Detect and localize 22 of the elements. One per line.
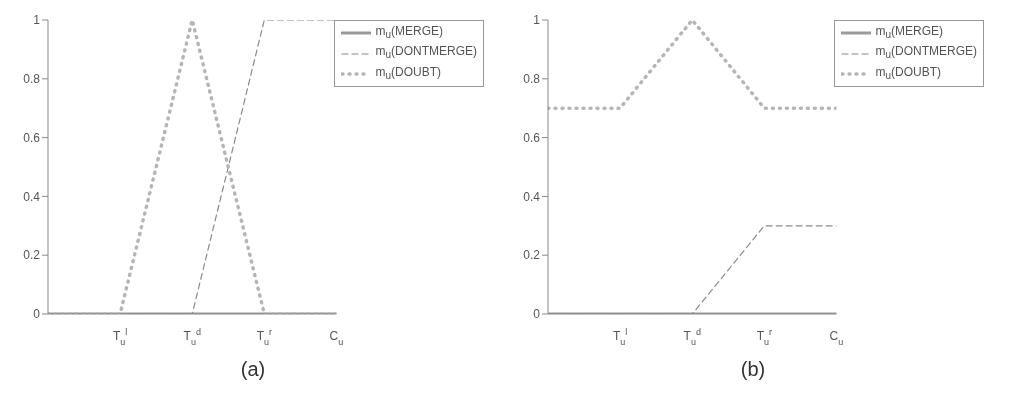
legend-label: m$_{u}$(DONTMERGE) bbox=[375, 43, 477, 63]
text: (b) bbox=[739, 358, 767, 381]
y-tick-label: 0.6 bbox=[23, 130, 41, 145]
y-tick-label: 0.4 bbox=[523, 189, 541, 204]
y-tick-label: 0.2 bbox=[23, 248, 41, 263]
y-tick-label: 0.4 bbox=[23, 189, 41, 204]
x-tick-label: C$_{u}$ bbox=[329, 329, 344, 347]
y-tick-label: 0.6 bbox=[523, 130, 541, 145]
y-tick-label: 0 bbox=[533, 307, 541, 322]
legend-label: m$_{u}$(DOUBT) bbox=[875, 63, 941, 84]
legend-label: m$_{u}$(DOUBT) bbox=[375, 63, 441, 84]
y-tick-label: 1 bbox=[33, 13, 41, 28]
y-tick-label: 0.8 bbox=[23, 72, 41, 87]
y-tick-label: 0.8 bbox=[523, 72, 541, 87]
legend-label: m$_{u}$(MERGE) bbox=[875, 23, 943, 43]
legend-label: m$_{u}$(MERGE) bbox=[375, 23, 443, 43]
y-tick-label: 1 bbox=[533, 13, 541, 28]
text: (a) bbox=[239, 358, 267, 381]
x-tick-label: C$_{u}$ bbox=[829, 329, 844, 347]
y-tick-label: 0 bbox=[33, 307, 41, 322]
y-tick-label: 0.2 bbox=[523, 248, 541, 263]
legend-label: m$_{u}$(DONTMERGE) bbox=[875, 43, 977, 63]
